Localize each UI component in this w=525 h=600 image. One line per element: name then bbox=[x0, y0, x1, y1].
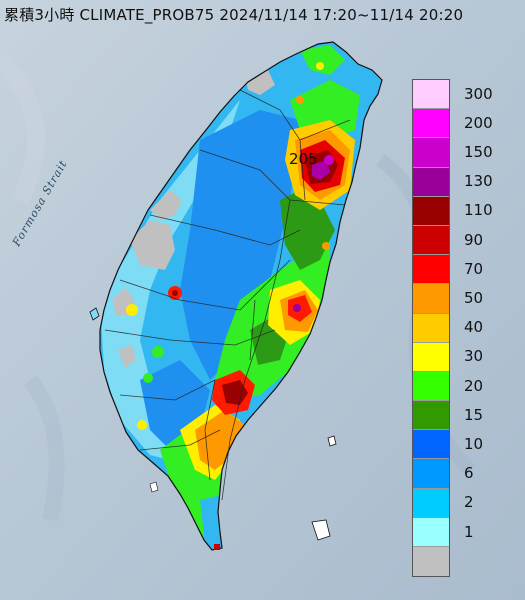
legend-label: 1 bbox=[464, 522, 474, 541]
legend-label: 40 bbox=[464, 318, 484, 337]
legend-label: 50 bbox=[464, 289, 484, 307]
legend-label: 10 bbox=[464, 435, 484, 453]
legend-swatch bbox=[413, 284, 449, 314]
legend-swatch bbox=[413, 313, 449, 343]
legend-swatch bbox=[413, 80, 449, 110]
legend-swatch bbox=[413, 196, 449, 226]
liuqiu-island bbox=[149, 481, 159, 493]
legend-swatch bbox=[413, 109, 449, 139]
rainfall-field bbox=[100, 45, 360, 548]
peak-value-label: 205 bbox=[289, 150, 318, 168]
penghu-islands bbox=[89, 307, 100, 321]
legend-swatch bbox=[413, 138, 449, 168]
legend-label: 90 bbox=[464, 230, 484, 249]
legend-swatch bbox=[413, 167, 449, 197]
legend-label: 110 bbox=[464, 201, 493, 220]
legend-swatch bbox=[413, 371, 449, 402]
legend-label: 70 bbox=[464, 259, 484, 278]
legend-swatch bbox=[413, 342, 449, 372]
legend-swatch bbox=[413, 401, 449, 431]
legend-label: 300 bbox=[464, 84, 493, 103]
legend-swatch bbox=[413, 255, 449, 285]
southern-tip-marker bbox=[214, 544, 220, 550]
legend-swatch bbox=[413, 225, 449, 256]
legend-label: 30 bbox=[464, 347, 484, 366]
color-legend bbox=[412, 79, 450, 578]
legend-swatch bbox=[413, 459, 449, 489]
legend-swatch bbox=[413, 547, 449, 577]
map-title: 累積3小時 CLIMATE_PROB75 2024/11/14 17:20~11… bbox=[4, 6, 464, 24]
legend-label: 15 bbox=[464, 405, 484, 424]
legend-label: 2 bbox=[464, 493, 474, 512]
legend-label: 20 bbox=[464, 376, 484, 395]
legend-label: 6 bbox=[464, 464, 474, 483]
lanyu-island bbox=[311, 519, 331, 541]
legend-label: 200 bbox=[464, 113, 493, 132]
coastline bbox=[99, 41, 383, 551]
legend-swatch bbox=[413, 430, 449, 460]
legend-label: 150 bbox=[464, 143, 493, 161]
county-boundaries bbox=[104, 89, 351, 501]
legend-swatch bbox=[413, 488, 449, 518]
legend-labels: 300 200 150 130 110 90 70 50 40 30 20 15 10 6 2 1 bbox=[462, 79, 522, 575]
green-island bbox=[327, 435, 337, 447]
legend-label: 130 bbox=[464, 172, 493, 191]
legend-swatch bbox=[413, 517, 449, 547]
